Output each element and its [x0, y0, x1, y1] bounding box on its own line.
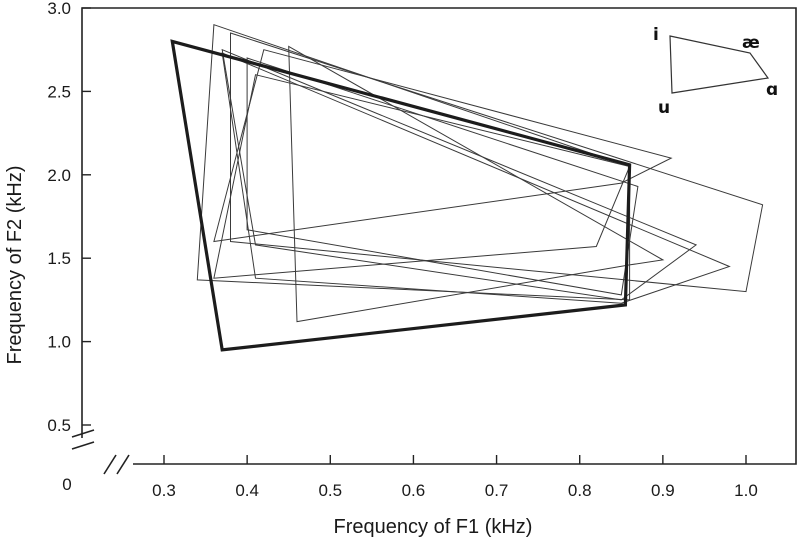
- y-axis-break: [71, 429, 95, 450]
- x-tick-label: 0.9: [651, 481, 675, 500]
- x-tick-label: 1.0: [734, 481, 758, 500]
- x-tick-label: 0.3: [152, 481, 176, 500]
- y-tick-label: 2.0: [47, 166, 71, 185]
- x-tick-label: 0.4: [235, 481, 259, 500]
- plot-frame: [81, 7, 797, 465]
- vowel-key-label-u: u: [658, 98, 670, 118]
- vowel-quad-9: [213, 74, 631, 279]
- vowel-key-label-a: ɑ: [766, 80, 778, 100]
- x-tick-label: 0.5: [318, 481, 342, 500]
- x-tick-label: 0.8: [568, 481, 592, 500]
- vowel-quad-8: [288, 45, 665, 323]
- x-axis-title: Frequency of F1 (kHz): [334, 516, 533, 538]
- y-tick-label: 1.0: [47, 333, 71, 352]
- vowel-quad-7: [221, 52, 731, 304]
- vowel-quad-4: [221, 48, 698, 301]
- vowel-quadrilaterals: [170, 24, 764, 352]
- y-axis-title: Frequency of F2 (kHz): [4, 166, 26, 365]
- vowel-key-label-ae: æ: [742, 33, 760, 53]
- y-tick-label: 3.0: [47, 0, 71, 18]
- x-axis-break: [103, 454, 130, 475]
- y-tick-label: 0.5: [47, 416, 71, 435]
- vowel-quad-3: [230, 32, 764, 293]
- x-tick-label: 0.6: [402, 481, 426, 500]
- vowel-key-inset: i æ ɑ u: [653, 25, 778, 118]
- y-tick-label: 2.5: [47, 82, 71, 101]
- vowel-key-shape: [669, 35, 770, 94]
- vowel-quad-bold-1: [170, 39, 632, 352]
- x-axis-ticks: 0.3 0.4 0.5 0.6 0.7 0.8 0.9 1.0: [152, 455, 758, 500]
- y-tick-label: 1.5: [47, 249, 71, 268]
- vowel-quad-6: [246, 57, 639, 296]
- vowel-key-label-i: i: [653, 25, 659, 45]
- origin-label: 0: [62, 475, 71, 494]
- x-tick-label: 0.7: [485, 481, 509, 500]
- y-axis-ticks: 0.5 1.0 1.5 2.0 2.5 3.0: [47, 0, 91, 435]
